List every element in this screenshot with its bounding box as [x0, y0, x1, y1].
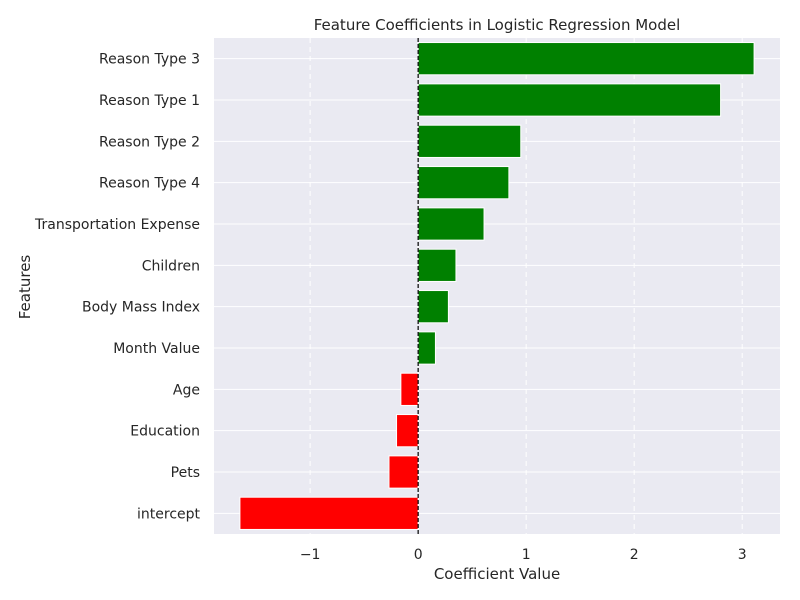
- x-axis-label: Coefficient Value: [434, 565, 560, 583]
- bars: [239, 42, 755, 530]
- y-tick-label: Reason Type 1: [99, 93, 200, 109]
- y-tick-label: Month Value: [113, 341, 200, 357]
- bar: [417, 207, 485, 241]
- x-tick-label: 0: [414, 547, 423, 563]
- y-tick-label: Reason Type 2: [99, 134, 200, 150]
- bar: [400, 372, 419, 406]
- bar: [239, 496, 419, 530]
- y-tick-label: Reason Type 4: [99, 176, 200, 192]
- bar: [417, 331, 436, 365]
- plot-background: [214, 38, 780, 534]
- y-tick-labels: Reason Type 3 Reason Type 1 Reason Type 2 R…: [34, 52, 200, 523]
- chart-title: Feature Coefficients in Logistic Regress…: [314, 16, 681, 34]
- y-tick-label: Transportation Expense: [34, 217, 200, 233]
- bar: [417, 290, 449, 324]
- bar: [417, 42, 755, 76]
- x-tick-label: 1: [522, 547, 531, 563]
- bar: [417, 124, 522, 158]
- y-tick-label: Body Mass Index: [82, 300, 200, 316]
- x-tick-label: 2: [630, 547, 639, 563]
- y-tick-label: Education: [130, 424, 200, 440]
- y-tick-label: Children: [142, 258, 200, 274]
- bar: [396, 414, 419, 448]
- x-tick-label: −1: [300, 547, 321, 563]
- bar: [417, 83, 722, 117]
- x-tick-labels: −1 0 1 2 3: [300, 547, 747, 563]
- bar: [388, 455, 419, 489]
- y-tick-label: Age: [173, 382, 200, 398]
- y-axis-label: Features: [16, 255, 34, 320]
- x-tick-label: 3: [738, 547, 747, 563]
- y-tick-label: intercept: [137, 506, 201, 522]
- grid-lines: [214, 38, 780, 534]
- bar: [417, 248, 457, 282]
- y-tick-label: Pets: [171, 465, 200, 481]
- bar: [417, 166, 510, 200]
- y-tick-label: Reason Type 3: [99, 52, 200, 68]
